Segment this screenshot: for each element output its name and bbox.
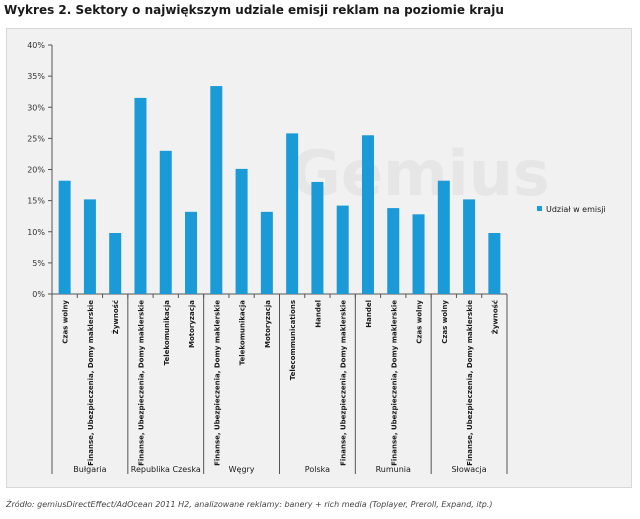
category-label: Finanse, Ubezpieczenia, Domy maklerskie [137,300,145,466]
bar [412,214,425,294]
bar [437,180,450,294]
y-tick-label: 20% [27,166,45,175]
group-label: Węgry [229,465,255,474]
y-tick-label: 0% [32,290,45,299]
category-label: Finanse, Ubezpieczenia, Domy maklerskie [340,300,348,466]
group-label: Polska [305,465,330,474]
bar [185,211,198,294]
y-tick-label: 5% [32,259,45,268]
legend-label: Udział w emisji [546,205,606,214]
y-tick-label: 40% [27,41,45,50]
category-label: Motoryzacja [188,300,196,348]
bar [463,199,476,294]
category-label: Czas wolny [441,300,449,344]
group-label: Republika Czeska [131,465,201,474]
category-label: Handel [314,300,322,328]
bar [286,133,299,294]
bar [159,150,172,294]
y-tick-label: 10% [27,228,45,237]
group-label: Bułgaria [73,465,106,474]
category-label: Finanse, Ubezpieczenia, Domy maklerskie [213,300,221,466]
bar [210,86,223,295]
bar [361,135,374,294]
bar [488,232,501,294]
y-tick-label: 15% [27,197,45,206]
group-label: Rumunia [376,465,411,474]
category-label: Handel [365,300,373,328]
bar [235,168,248,294]
chart-title: Wykres 2. Sektory o największym udziale … [4,3,504,17]
category-label: Motoryzacja [264,300,272,348]
bar [134,97,147,294]
category-label: Żywność [490,300,499,334]
category-label: Finanse, Ubezpieczenia, Domy maklerskie [87,300,95,466]
bar [336,205,349,294]
y-tick-label: 30% [27,103,45,112]
category-label: Telekomunikacja [239,300,247,366]
category-label: Finanse, Ubezpieczenia, Domy maklerskie [390,300,398,466]
y-tick-label: 25% [27,134,45,143]
category-label: Żywność [111,300,120,334]
bar [387,208,400,294]
category-label: Telecommunications [289,300,297,380]
y-tick-label: 35% [27,72,45,81]
category-label: Finanse, Ubezpieczenia, Domy maklerskie [466,300,474,466]
category-label: Czas wolny [416,300,424,344]
category-label: Czas wolny [62,300,70,344]
bar [83,199,96,294]
bar [109,232,122,294]
bar [311,181,324,294]
source-note: Źródło: gemiusDirectEffect/AdOcean 2011 … [6,500,493,509]
category-label: Telekomunikacja [163,300,171,366]
watermark-logo: Gemius [290,137,550,210]
bar [260,211,273,294]
group-label: Słowacja [451,465,486,474]
legend-swatch [537,206,542,211]
bar [58,180,71,294]
